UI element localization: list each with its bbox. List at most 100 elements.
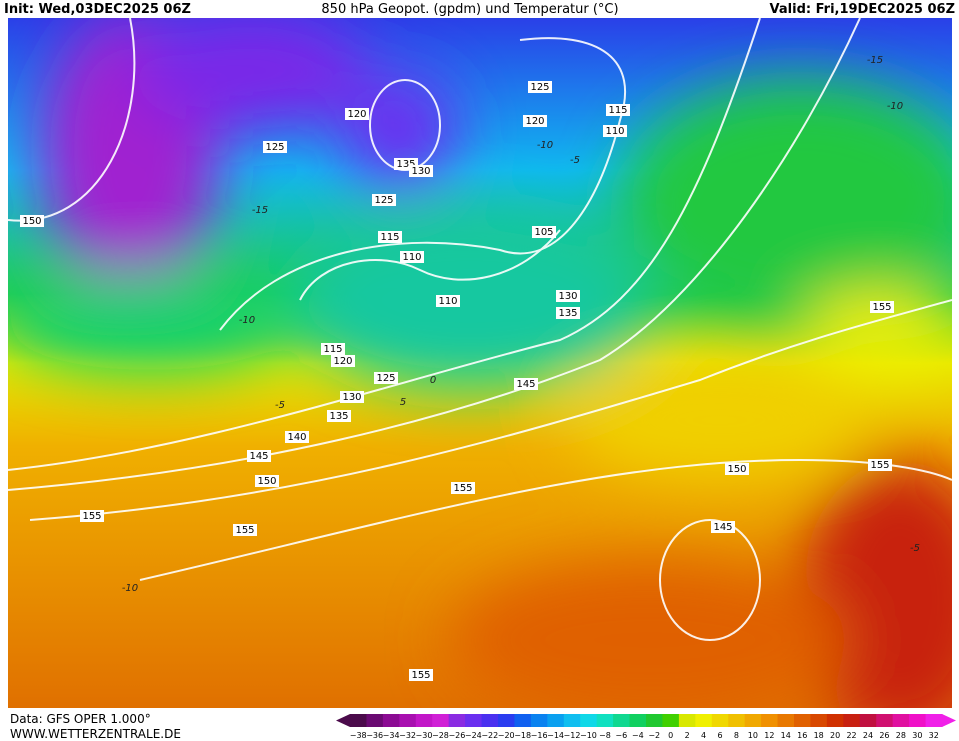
contour-label-box (263, 141, 287, 153)
contour-label-box (331, 355, 355, 367)
colorbar-swatch (859, 714, 877, 727)
colorbar-swatch (826, 714, 844, 727)
colorbar-swatch (465, 714, 483, 727)
colorbar-swatch (350, 714, 367, 727)
colorbar-label: 24 (863, 731, 873, 740)
isohypse-label: 125 (376, 373, 395, 384)
isohypse-label: 150 (257, 476, 276, 487)
colorbar-label: 18 (814, 731, 824, 740)
colorbar-label: −26 (448, 731, 465, 740)
isohypse-label: 155 (453, 483, 472, 494)
colorbar-swatch (498, 714, 515, 727)
isohypse-label: 110 (438, 296, 457, 307)
isohypse-label: 105 (534, 227, 553, 238)
contour-labels: 1501251201251351301251201151101151101051… (20, 55, 920, 681)
isohypse-label: 155 (411, 670, 430, 681)
colorbar-label: 28 (896, 731, 906, 740)
contour-label-box (868, 459, 892, 471)
colorbar-label: −6 (615, 731, 627, 740)
site-name: WWW.WETTERZENTRALE.DE (10, 727, 181, 741)
isohypse-label: 130 (558, 291, 577, 302)
isotherm-label: -10 (239, 315, 255, 326)
colorbar-swatch (843, 714, 861, 727)
isotherm-label: -10 (122, 583, 138, 594)
colorbar-label: −4 (632, 731, 644, 740)
colorbar-swatch (662, 714, 680, 727)
isohypse-label: 155 (870, 460, 889, 471)
isohypse-label: 115 (608, 105, 627, 116)
colorbar-swatch (514, 714, 532, 727)
colorbar-label: −28 (432, 731, 449, 740)
colorbar-label: 2 (685, 731, 690, 740)
isotherm-label: -10 (537, 140, 553, 151)
colorbar-label: −38 (350, 731, 367, 740)
isohypse-label: 120 (347, 109, 366, 120)
contour-label-box (451, 482, 475, 494)
colorbar-label: 22 (846, 731, 856, 740)
isotherm-label: -15 (867, 55, 883, 66)
colorbar-label: 26 (879, 731, 889, 740)
colorbar-label: 0 (668, 731, 673, 740)
colorbar-label: −2 (648, 731, 660, 740)
contour-label-box (247, 450, 271, 462)
isohypse-label: 145 (516, 379, 535, 390)
isohypse-label: 120 (333, 356, 352, 367)
contour-label-box (340, 391, 364, 403)
colorbar-label: −10 (580, 731, 597, 740)
contour-label-box (409, 165, 433, 177)
isohypse-label: 120 (525, 116, 544, 127)
init-time: Init: Wed,03DEC2025 06Z (4, 2, 191, 17)
contour-label-box (233, 524, 257, 536)
isohypse-label: 115 (323, 344, 342, 355)
isohypse-label: 155 (872, 302, 891, 313)
colorbar-label: 6 (717, 731, 722, 740)
isohypses (8, 18, 952, 641)
colorbar: −38 −36 −34 −32 −30 −28 −26 −24 −22 −20 −18 −16 −14−… (336, 714, 956, 740)
colorbar-swatch (481, 714, 499, 727)
colorbar-swatch (695, 714, 713, 727)
contour-label-box (80, 510, 104, 522)
isohypse-label: 130 (342, 392, 361, 403)
contour-label-box (255, 475, 279, 487)
colorbar-swatch (382, 714, 400, 727)
isohypse-label: 150 (22, 216, 41, 227)
colorbar-swatch (646, 714, 663, 727)
colorbar-swatch (777, 714, 795, 727)
colorbar-swatch (810, 714, 828, 727)
colorbar-swatch (580, 714, 598, 727)
colorbar-label: −24 (465, 731, 482, 740)
colorbar-label: −20 (498, 731, 515, 740)
data-source: Data: GFS OPER 1.000° (10, 712, 151, 726)
contour-label-box (400, 251, 424, 263)
map-area (8, 18, 952, 708)
colorbar-label: −36 (366, 731, 383, 740)
colorbar-label: 10 (748, 731, 758, 740)
colorbar-swatch (415, 714, 433, 727)
colorbar-label: −16 (531, 731, 548, 740)
colorbar-label: 4 (701, 731, 706, 740)
contour-label-box (321, 343, 345, 355)
colorbar-swatch (530, 714, 548, 727)
colorbar-label: −8 (599, 731, 611, 740)
colorbar-end-right (942, 714, 956, 727)
colorbar-label: −18 (514, 731, 531, 740)
colorbar-swatch (629, 714, 647, 727)
isohypse-label: 130 (411, 166, 430, 177)
isohypse-label: 155 (82, 511, 101, 522)
isohypse-label: 145 (249, 451, 268, 462)
contour-label-box (374, 372, 398, 384)
colorbar-swatch (711, 714, 729, 727)
colorbar-label: −12 (564, 731, 581, 740)
isotherm-label: 0 (430, 375, 436, 386)
colorbar-label: 30 (912, 731, 922, 740)
colorbar-label: −30 (416, 731, 433, 740)
isohypse-label: 155 (235, 525, 254, 536)
colorbar-label: −34 (383, 731, 400, 740)
isohypse-label: 110 (605, 126, 624, 137)
colorbar-swatch (892, 714, 910, 727)
colorbar-label: 8 (734, 731, 739, 740)
isotherm-label: -5 (275, 400, 285, 411)
contour-label-box (606, 104, 630, 116)
isohypse-label: 135 (329, 411, 348, 422)
